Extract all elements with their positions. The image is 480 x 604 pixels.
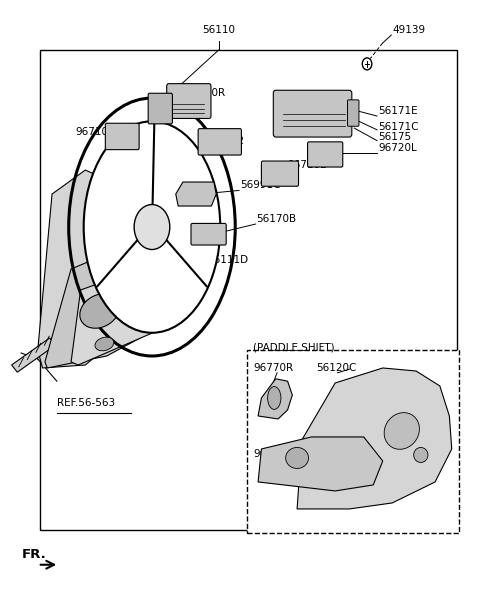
Ellipse shape (134, 205, 170, 249)
Ellipse shape (155, 289, 173, 304)
Polygon shape (297, 368, 452, 509)
Text: 96710R: 96710R (76, 127, 116, 137)
Ellipse shape (286, 448, 309, 469)
Polygon shape (258, 437, 383, 491)
Polygon shape (38, 170, 131, 368)
Ellipse shape (267, 387, 281, 410)
Text: 96720R: 96720R (185, 88, 226, 98)
FancyBboxPatch shape (191, 223, 226, 245)
Text: FR.: FR. (22, 548, 47, 561)
Text: 56120C: 56120C (131, 298, 171, 308)
Polygon shape (12, 338, 55, 372)
FancyBboxPatch shape (273, 90, 352, 137)
Text: 56175: 56175 (378, 132, 411, 143)
Polygon shape (71, 275, 190, 365)
Text: 56991C: 56991C (240, 181, 280, 190)
Polygon shape (45, 254, 155, 368)
Bar (40, 50, 456, 530)
FancyBboxPatch shape (167, 84, 211, 118)
Polygon shape (258, 379, 292, 419)
Text: 96720L: 96720L (378, 143, 417, 153)
FancyBboxPatch shape (262, 161, 299, 186)
Text: (PADDLE SHIFT): (PADDLE SHIFT) (253, 343, 335, 353)
Ellipse shape (80, 294, 120, 328)
Ellipse shape (84, 121, 220, 333)
FancyBboxPatch shape (198, 129, 241, 155)
FancyBboxPatch shape (148, 93, 172, 124)
Text: 56170B: 56170B (257, 214, 297, 224)
Ellipse shape (95, 337, 114, 351)
Text: 96770R: 96770R (253, 363, 293, 373)
Text: 56182: 56182 (212, 136, 245, 146)
Text: 56171C: 56171C (378, 121, 419, 132)
Ellipse shape (414, 448, 428, 463)
Text: 56110: 56110 (202, 25, 235, 35)
FancyBboxPatch shape (348, 100, 359, 126)
Text: REF.56-563: REF.56-563 (57, 398, 115, 408)
Text: 96770L: 96770L (253, 449, 292, 459)
Circle shape (362, 58, 372, 70)
FancyBboxPatch shape (308, 142, 343, 167)
Text: 56120C: 56120C (316, 363, 357, 373)
Text: 96710L: 96710L (288, 160, 326, 170)
Bar (247, 350, 459, 533)
Text: 49139: 49139 (392, 25, 425, 35)
Ellipse shape (384, 413, 420, 449)
FancyBboxPatch shape (105, 123, 139, 150)
Text: 56111D: 56111D (207, 255, 248, 265)
Polygon shape (176, 182, 216, 206)
Text: 56171E: 56171E (378, 106, 418, 116)
